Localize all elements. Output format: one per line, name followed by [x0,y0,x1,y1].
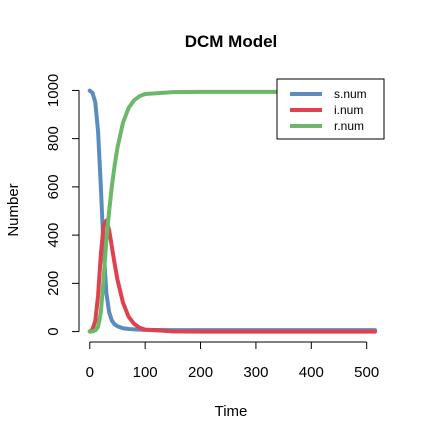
series-line-i-num [90,221,375,332]
x-tick-label: 300 [243,364,268,381]
chart-title: DCM Model [185,32,278,51]
legend-label: s.num [334,87,367,101]
x-tick-label: 200 [188,364,213,381]
x-tick-label: 100 [133,364,158,381]
legend: s.num i.num r.num [277,79,384,139]
legend-label: r.num [334,119,364,133]
legend-label: i.num [334,103,363,117]
x-tick-label: 0 [86,364,94,381]
y-ticks: 0 200 400 600 800 1000 [45,74,79,336]
y-tick-label: 400 [45,223,62,248]
y-tick-label: 800 [45,126,62,151]
y-tick-label: 600 [45,174,62,199]
y-axis-label: Number [5,183,22,236]
y-tick-label: 200 [45,271,62,296]
y-tick-label: 0 [45,327,62,335]
x-ticks: 0 100 200 300 400 500 [86,342,380,381]
x-tick-label: 400 [299,364,324,381]
y-tick-label: 1000 [45,74,62,107]
x-tick-label: 500 [354,364,379,381]
x-axis-label: Time [215,403,248,420]
